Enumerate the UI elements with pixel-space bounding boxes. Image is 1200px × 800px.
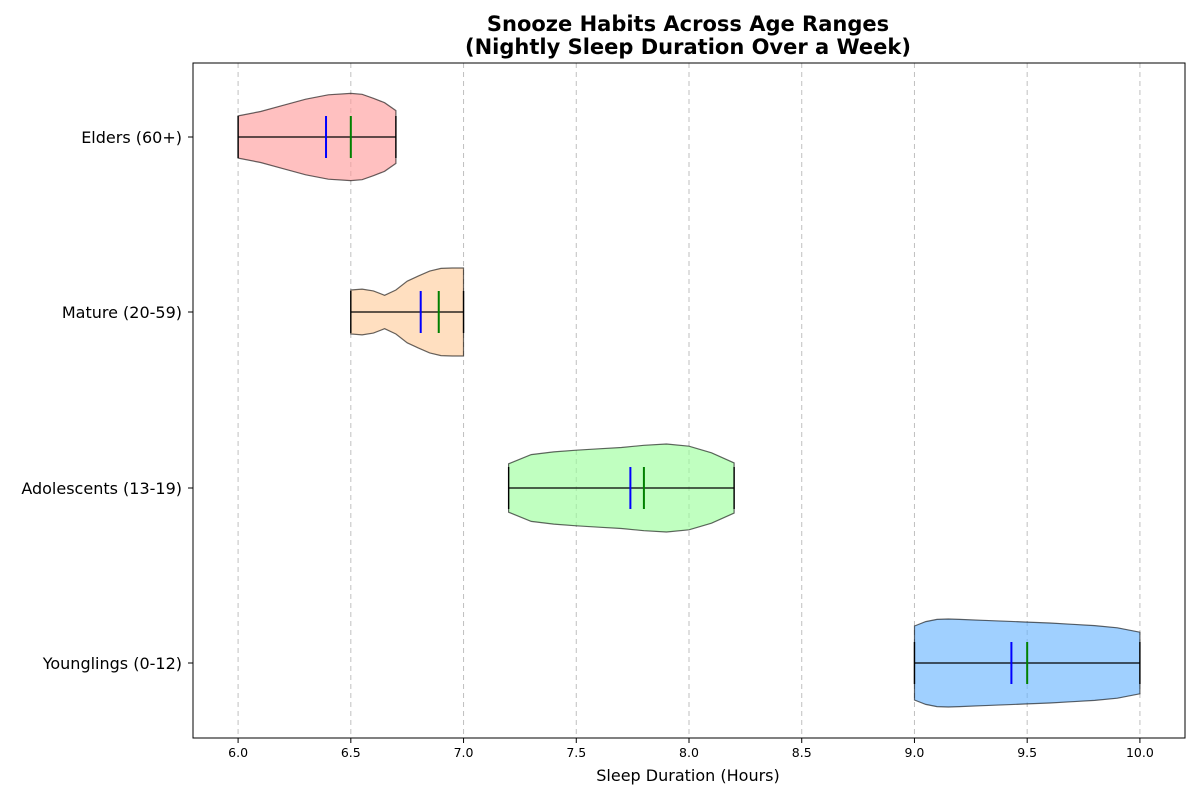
violin-layer	[237, 92, 1141, 708]
x-tick-label: 7.0	[454, 745, 474, 760]
x-tick-label: 8.0	[679, 745, 699, 760]
x-tick-label: 9.5	[1017, 745, 1037, 760]
violin-group	[237, 92, 397, 182]
y-tick-label: Mature (20-59)	[62, 303, 182, 322]
chart-title-line1: Snooze Habits Across Age Ranges	[487, 12, 889, 36]
x-tick-label: 8.5	[792, 745, 812, 760]
x-tick-label: 10.0	[1126, 745, 1154, 760]
chart-title-line2: (Nightly Sleep Duration Over a Week)	[465, 35, 911, 59]
y-tick-label: Elders (60+)	[81, 128, 182, 147]
violin-group	[350, 267, 465, 357]
y-tick-label: Adolescents (13-19)	[21, 479, 182, 498]
y-tick-label: Younglings (0-12)	[42, 654, 182, 673]
x-tick-label: 7.5	[566, 745, 586, 760]
x-tick-label: 9.0	[905, 745, 925, 760]
x-tick-label: 6.5	[341, 745, 361, 760]
x-tick-label: 6.0	[228, 745, 248, 760]
x-axis-label: Sleep Duration (Hours)	[596, 766, 779, 785]
y-axis: Younglings (0-12) Adolescents (13-19) Matu…	[21, 128, 193, 673]
violin-group	[913, 618, 1141, 708]
x-axis: 6.0 6.5 7.0 7.5 8.0 8.5 9.0 9.5 10.0	[228, 738, 1154, 760]
violin-group	[507, 443, 735, 533]
